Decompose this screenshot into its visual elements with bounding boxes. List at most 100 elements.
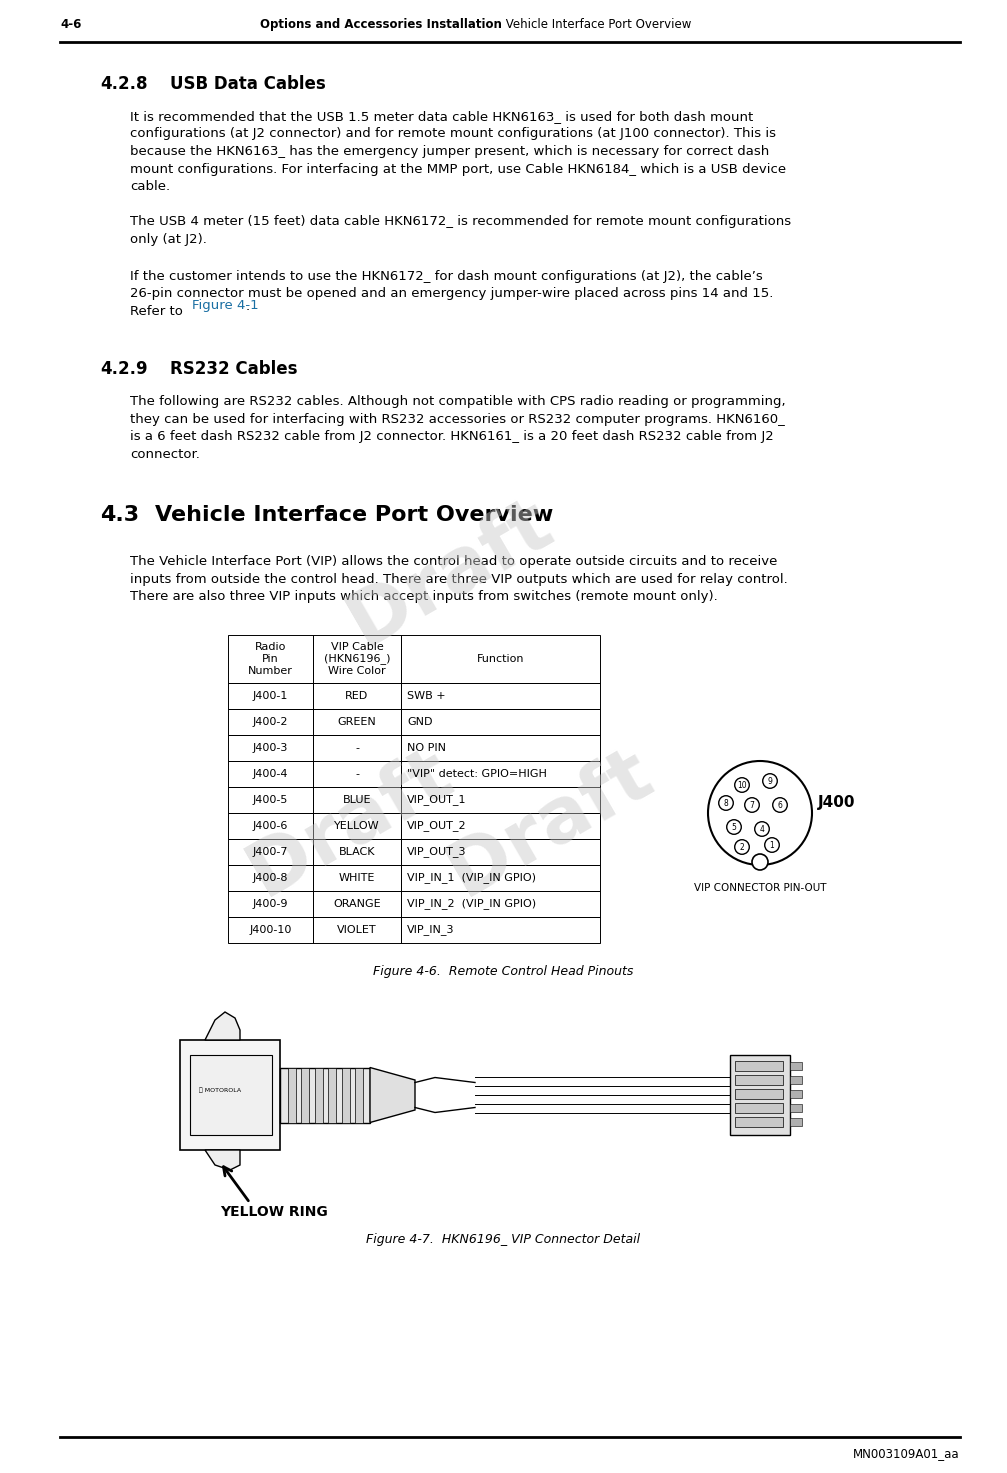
Text: WHITE: WHITE: [338, 873, 376, 882]
Bar: [401, 683, 600, 709]
Bar: [228, 813, 313, 840]
Polygon shape: [370, 1068, 415, 1122]
Text: VIP Cable
(HKN6196_)
Wire Color: VIP Cable (HKN6196_) Wire Color: [323, 642, 391, 676]
Text: VIP CONNECTOR PIN-OUT: VIP CONNECTOR PIN-OUT: [694, 882, 827, 893]
Text: The USB 4 meter (15 feet) data cable HKN6172_ is recommended for remote mount co: The USB 4 meter (15 feet) data cable HKN…: [130, 215, 792, 246]
Text: Draft: Draft: [435, 735, 665, 910]
Text: J400-9: J400-9: [253, 899, 288, 909]
Bar: [401, 840, 600, 865]
Bar: [228, 635, 313, 683]
Bar: [301, 1068, 309, 1122]
Circle shape: [754, 822, 769, 837]
Text: 9: 9: [767, 776, 772, 785]
Bar: [790, 1118, 802, 1125]
Bar: [730, 1055, 790, 1136]
Bar: [313, 762, 401, 787]
Bar: [190, 1055, 272, 1136]
Circle shape: [727, 819, 741, 834]
Bar: [735, 1075, 783, 1086]
Text: 2: 2: [739, 843, 744, 851]
Bar: [313, 813, 401, 840]
Text: Function: Function: [476, 654, 525, 664]
Text: GND: GND: [407, 717, 432, 728]
Bar: [735, 1103, 783, 1114]
Bar: [288, 1068, 296, 1122]
Text: Figure 4-7.  HKN6196_ VIP Connector Detail: Figure 4-7. HKN6196_ VIP Connector Detai…: [367, 1233, 640, 1246]
Text: BLACK: BLACK: [338, 847, 376, 857]
Bar: [228, 787, 313, 813]
Text: J400-2: J400-2: [253, 717, 288, 728]
Text: RED: RED: [345, 691, 369, 701]
Text: 4-6: 4-6: [60, 18, 82, 31]
Bar: [280, 1068, 370, 1122]
Text: VIP_IN_1  (VIP_IN GPIO): VIP_IN_1 (VIP_IN GPIO): [407, 872, 536, 884]
Text: If the customer intends to use the HKN6172_ for dash mount configurations (at J2: If the customer intends to use the HKN61…: [130, 270, 773, 318]
Text: It is recommended that the USB 1.5 meter data cable HKN6163_ is used for both da: It is recommended that the USB 1.5 meter…: [130, 110, 786, 193]
Text: ORANGE: ORANGE: [333, 899, 381, 909]
Text: MN003109A01_aa: MN003109A01_aa: [853, 1446, 960, 1460]
Bar: [228, 709, 313, 735]
Bar: [401, 635, 600, 683]
Bar: [313, 891, 401, 918]
Circle shape: [764, 838, 779, 853]
Bar: [228, 762, 313, 787]
Circle shape: [719, 795, 733, 810]
Text: Vehicle Interface Port Overview: Vehicle Interface Port Overview: [155, 505, 553, 524]
Text: 8: 8: [724, 798, 728, 807]
Text: J400: J400: [818, 795, 856, 810]
Text: 10: 10: [737, 781, 747, 790]
Bar: [401, 709, 600, 735]
Text: .: .: [246, 299, 250, 312]
Circle shape: [762, 773, 777, 788]
Text: J400-6: J400-6: [253, 820, 288, 831]
Circle shape: [772, 798, 787, 812]
Text: USB Data Cables: USB Data Cables: [170, 75, 325, 93]
Text: NO PIN: NO PIN: [407, 742, 446, 753]
Text: The following are RS232 cables. Although not compatible with CPS radio reading o: The following are RS232 cables. Although…: [130, 395, 785, 461]
Bar: [401, 918, 600, 943]
Text: VIP_OUT_2: VIP_OUT_2: [407, 820, 466, 831]
Bar: [401, 762, 600, 787]
Text: J400-3: J400-3: [253, 742, 288, 753]
Text: VIP_IN_2  (VIP_IN GPIO): VIP_IN_2 (VIP_IN GPIO): [407, 899, 536, 909]
Text: "VIP" detect: GPIO=HIGH: "VIP" detect: GPIO=HIGH: [407, 769, 547, 779]
Text: 4.2.9: 4.2.9: [100, 359, 148, 379]
Text: VIP_IN_3: VIP_IN_3: [407, 925, 454, 935]
Text: VIP_OUT_1: VIP_OUT_1: [407, 794, 466, 806]
Text: SWB +: SWB +: [407, 691, 446, 701]
Text: YELLOW: YELLOW: [334, 820, 380, 831]
Bar: [735, 1061, 783, 1071]
Text: 4.2.8: 4.2.8: [100, 75, 147, 93]
Circle shape: [735, 778, 749, 792]
Circle shape: [752, 854, 768, 871]
Bar: [313, 840, 401, 865]
Text: VIOLET: VIOLET: [337, 925, 377, 935]
Bar: [355, 1068, 363, 1122]
Text: 7: 7: [749, 800, 754, 810]
Bar: [315, 1068, 323, 1122]
Bar: [735, 1089, 783, 1099]
Bar: [401, 865, 600, 891]
Text: Options and Accessories Installation: Options and Accessories Installation: [260, 18, 501, 31]
Bar: [401, 787, 600, 813]
Circle shape: [708, 762, 812, 865]
Text: -: -: [355, 769, 359, 779]
Bar: [313, 865, 401, 891]
Text: RS232 Cables: RS232 Cables: [170, 359, 297, 379]
Bar: [313, 709, 401, 735]
Polygon shape: [205, 1150, 240, 1170]
Bar: [790, 1103, 802, 1112]
Bar: [313, 735, 401, 762]
Bar: [313, 787, 401, 813]
Text: Figure 4-6.  Remote Control Head Pinouts: Figure 4-6. Remote Control Head Pinouts: [374, 965, 633, 978]
Text: Draft: Draft: [236, 735, 465, 910]
Bar: [228, 840, 313, 865]
Bar: [313, 635, 401, 683]
Text: GREEN: GREEN: [337, 717, 377, 728]
Text: Radio
Pin
Number: Radio Pin Number: [248, 642, 293, 676]
Polygon shape: [205, 1012, 240, 1040]
Text: Draft: Draft: [335, 486, 565, 660]
Bar: [401, 813, 600, 840]
Text: The Vehicle Interface Port (VIP) allows the control head to operate outside circ: The Vehicle Interface Port (VIP) allows …: [130, 555, 787, 602]
Text: J400-5: J400-5: [253, 795, 288, 806]
